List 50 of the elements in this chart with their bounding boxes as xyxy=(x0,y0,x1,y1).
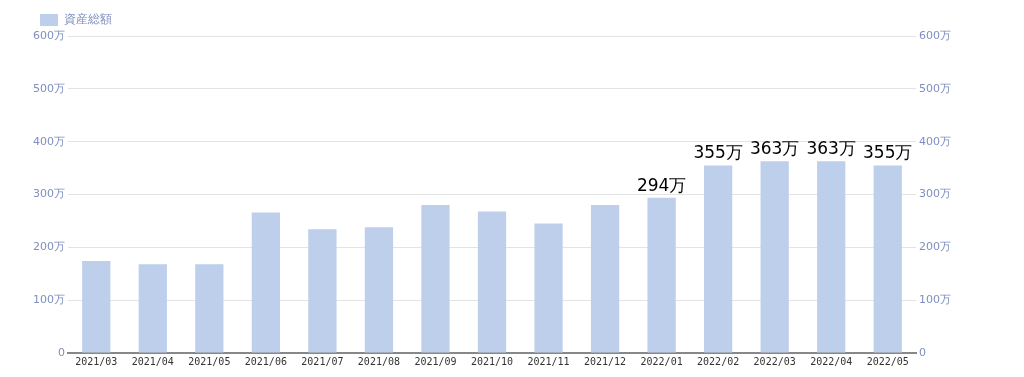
data-label: 355万 xyxy=(693,142,743,163)
y2-tick-label: 200万 xyxy=(919,240,951,254)
y2-tick-label: 0 xyxy=(919,345,926,359)
bar xyxy=(873,165,902,353)
x-tick-label: 2021/03 xyxy=(75,355,118,367)
bar xyxy=(704,165,733,353)
x-tick-label: 2021/05 xyxy=(188,355,231,367)
bar xyxy=(477,211,507,353)
x-tick-label: 2022/05 xyxy=(866,355,909,367)
x-tick-label: 2022/02 xyxy=(697,355,740,367)
x-tick-label: 2021/09 xyxy=(414,355,457,367)
legend-label: 資産総額 xyxy=(64,12,112,27)
y-tick-label: 400万 xyxy=(33,134,65,148)
bar xyxy=(590,205,620,353)
x-tick-label: 2021/06 xyxy=(244,355,287,367)
y2-tick-label: 500万 xyxy=(919,81,951,95)
y-tick-label: 600万 xyxy=(33,28,65,42)
y-tick-label: 100万 xyxy=(33,293,65,307)
bar xyxy=(138,264,167,353)
bar xyxy=(421,205,450,353)
bar xyxy=(760,161,789,353)
y-tick-label: 300万 xyxy=(33,187,65,201)
data-label: 355万 xyxy=(863,142,913,163)
y2-tick-label: 600万 xyxy=(919,28,951,42)
x-tick-label: 2021/04 xyxy=(131,355,174,367)
bar xyxy=(251,212,280,353)
bar xyxy=(647,197,676,353)
x-tick-label: 2021/10 xyxy=(470,355,514,367)
data-label: 363万 xyxy=(749,138,800,159)
y-tick-label: 0 xyxy=(58,345,65,359)
bar xyxy=(817,161,846,353)
x-tick-label: 2021/08 xyxy=(357,355,401,367)
x-tick-label: 2022/01 xyxy=(640,355,683,367)
y2-tick-label: 300万 xyxy=(919,187,951,201)
bar xyxy=(308,229,337,353)
data-label: 363万 xyxy=(806,138,856,159)
y2-tick-label: 400万 xyxy=(919,134,951,148)
x-tick-label: 2021/12 xyxy=(583,355,627,367)
y2-tick-label: 100万 xyxy=(919,293,951,307)
y-tick-label: 200万 xyxy=(33,240,65,254)
bar xyxy=(82,261,111,353)
data-label: 294万 xyxy=(636,174,687,195)
y-tick-label: 500万 xyxy=(33,81,65,95)
x-tick-label: 2022/04 xyxy=(810,355,853,367)
bar xyxy=(534,223,563,353)
x-tick-label: 2022/03 xyxy=(753,355,796,367)
x-tick-label: 2021/11 xyxy=(527,355,570,367)
bar xyxy=(364,227,394,353)
x-tick-label: 2021/07 xyxy=(301,355,344,367)
bar xyxy=(195,264,224,353)
